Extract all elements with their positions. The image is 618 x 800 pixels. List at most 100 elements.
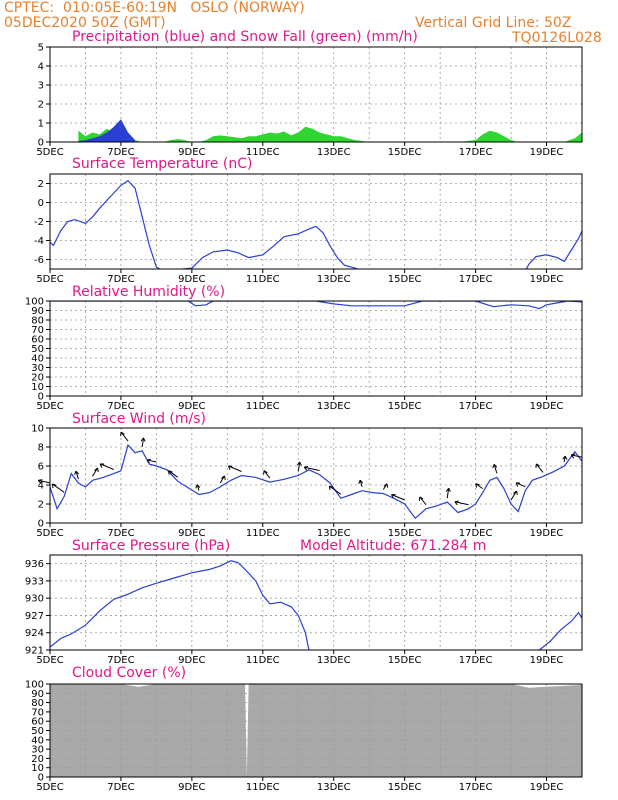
x-tick-label: 17DEC [459, 401, 493, 412]
wind-arrow-shaft [38, 479, 51, 484]
x-tick-label: 13DEC [317, 147, 351, 158]
wind-arrow-head [303, 465, 309, 471]
y-tick-label: 936 [25, 559, 44, 570]
x-tick-label: 9DEC [178, 401, 205, 412]
panel-title-cloud: Cloud Cover (%) [72, 665, 187, 681]
wind-arrow-head [296, 461, 302, 466]
wind-arrow-shaft [297, 461, 301, 472]
y-tick-label: 4 [38, 481, 44, 492]
panel-title-rh: Relative Humidity (%) [72, 284, 226, 300]
wind-arrow-shaft [515, 482, 526, 488]
wind-arrow-shaft [75, 470, 79, 480]
wind-arrow-head [475, 483, 480, 488]
panel-temp: -6 -4 -2 0 2 5DEC 7DEC 9DEC 11DEC 13DEC 15DEC 17DEC… [34, 173, 583, 285]
y-tick-label: 60 [31, 717, 44, 728]
x-tick-label: 7DEC [107, 655, 134, 666]
y-tick-label: 10 [31, 424, 44, 435]
panel-frame [49, 427, 583, 524]
wind-arrow-shaft [329, 485, 342, 495]
x-tick-label: 7DEC [107, 528, 134, 539]
wind-arrow-head [37, 479, 43, 484]
wind-arrow-shaft [141, 437, 144, 447]
x-tick-label: 9DEC [178, 147, 205, 158]
wind-arrow-shaft [52, 483, 65, 493]
x-tick-label: 13DEC [317, 782, 351, 793]
x-tick-label: 13DEC [317, 655, 351, 666]
y-tick-label: 4 [38, 62, 44, 73]
wind-arrow-head [146, 458, 152, 464]
wind-arrow-head [535, 463, 540, 468]
wind-arrow-shaft [92, 467, 98, 477]
header-run: 05DEC2020 50Z (GMT) [4, 15, 166, 31]
x-tick-label: 9DEC [178, 782, 205, 793]
y-tick-label: 5 [38, 43, 44, 54]
panel-wind: 0 2 4 6 8 10 5DEC 7DEC 9DEC 11DEC 13DEC 15DEC 17DEC 1… [31, 424, 583, 539]
y-tick-label: 50 [31, 344, 44, 355]
panel-frame [49, 300, 583, 397]
snowfall-area [78, 126, 582, 142]
series-line-pres [539, 611, 582, 650]
x-tick-label: 11DEC [246, 147, 280, 158]
wind-arrow-shaft [168, 470, 178, 478]
y-tick-label: 1 [38, 119, 44, 130]
x-tick-label: 15DEC [388, 782, 422, 793]
y-tick-label: 924 [25, 628, 44, 639]
wind-arrow-head [383, 483, 389, 488]
header-code: TQ0126L028 [512, 30, 602, 46]
wind-arrow-head [120, 431, 125, 437]
x-tick-label: 17DEC [459, 274, 493, 285]
wind-arrow-head [391, 493, 396, 499]
y-tick-label: 90 [31, 306, 44, 317]
x-tick-label: 15DEC [388, 655, 422, 666]
x-tick-label: 17DEC [459, 655, 493, 666]
x-tick-label: 9DEC [178, 655, 205, 666]
x-tick-label: 5DEC [36, 274, 63, 285]
panel-title-temp: Surface Temperature (nC) [72, 156, 253, 172]
y-tick-label: 20 [31, 754, 44, 765]
y-tick-label: 30 [31, 745, 44, 756]
wind-arrow-head [515, 482, 521, 487]
x-tick-label: 15DEC [388, 528, 422, 539]
wind-arrow-head [454, 500, 459, 506]
wind-arrow-head [358, 479, 364, 484]
panel-title-wind: Surface Wind (m/s) [72, 411, 206, 427]
y-tick-label: 100 [25, 297, 44, 308]
y-tick-label: 6 [38, 462, 44, 473]
x-tick-label: 5DEC [36, 401, 63, 412]
y-tick-label: 2 [38, 500, 44, 511]
x-tick-label: 13DEC [317, 274, 351, 285]
wind-arrow-head [263, 470, 268, 475]
wind-arrow-head [168, 470, 173, 475]
y-tick-label: 80 [31, 316, 44, 327]
wind-arrow-shaft [304, 466, 320, 472]
y-tick-label: 0 [38, 773, 44, 784]
y-tick-label: 3 [38, 81, 44, 92]
x-tick-label: 15DEC [388, 147, 422, 158]
wind-arrow-shaft [419, 496, 427, 506]
y-tick-label: 0 [38, 519, 44, 530]
wind-arrow-head [94, 467, 99, 473]
wind-arrow-head [513, 490, 518, 496]
y-tick-label: 2 [38, 179, 44, 190]
x-tick-label: 13DEC [317, 528, 351, 539]
y-tick-label: 60 [31, 335, 44, 346]
wind-arrow-head [51, 483, 57, 488]
y-tick-label: 50 [31, 726, 44, 737]
wind-arrow-head [445, 487, 451, 492]
wind-arrow-shaft [454, 501, 469, 506]
wind-arrow-head [492, 463, 498, 469]
x-tick-label: 7DEC [107, 782, 134, 793]
x-tick-label: 9DEC [178, 528, 205, 539]
y-tick-label: 100 [25, 680, 44, 691]
y-tick-label: 80 [31, 698, 44, 709]
y-tick-label: 20 [31, 373, 44, 384]
wind-arrow-shaft [510, 490, 517, 501]
x-tick-label: 15DEC [388, 401, 422, 412]
wind-arrow-head [140, 437, 146, 442]
y-tick-label: 10 [31, 763, 44, 774]
x-tick-label: 17DEC [459, 528, 493, 539]
x-tick-label: 17DEC [459, 147, 493, 158]
